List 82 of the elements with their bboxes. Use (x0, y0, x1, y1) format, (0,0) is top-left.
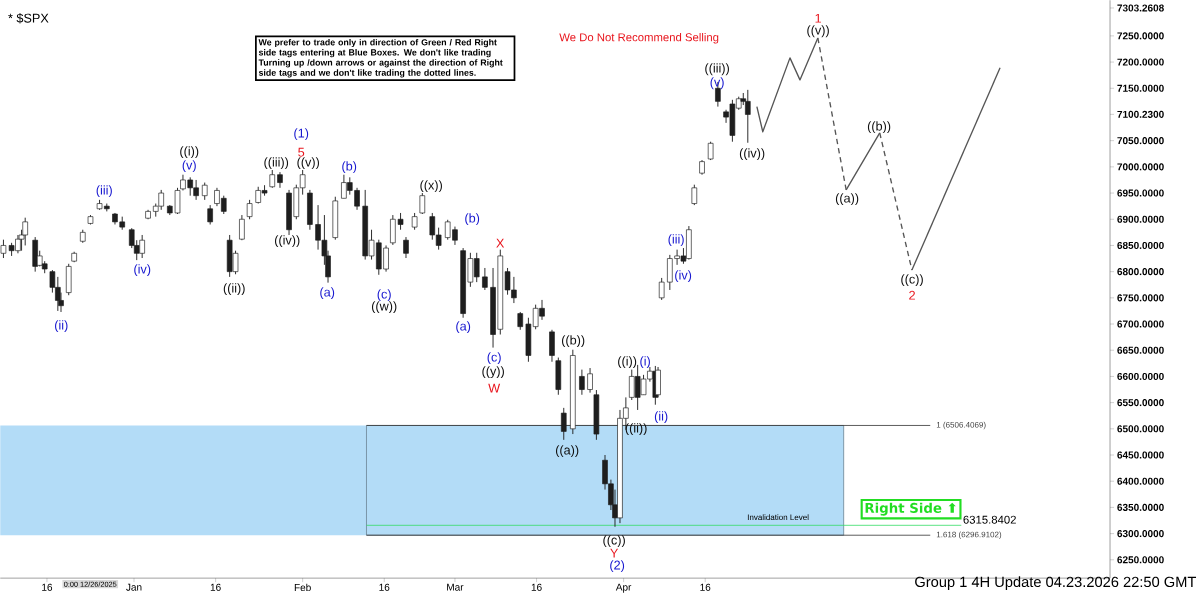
y-tick-label: 7000.0000 (1117, 163, 1164, 171)
annotation: (ii) (654, 411, 668, 423)
annotation: ((ii)) (223, 283, 245, 296)
x-tick-label: 16 (379, 583, 390, 591)
y-tick-label: 6750.0000 (1117, 294, 1164, 302)
x-tick-label: 16 (210, 583, 221, 591)
annotation: ((iv)) (274, 235, 300, 248)
annotation: ((a)) (555, 445, 579, 457)
annotation: (iv) (675, 270, 692, 283)
x-tick-label: Feb (294, 583, 311, 592)
annotation: ((a)) (835, 193, 859, 206)
y-tick-label: 6600.0000 (1117, 372, 1164, 380)
annotation: Y (610, 548, 619, 558)
annotation: ((iii)) (264, 157, 289, 170)
y-tick-label: 6950.0000 (1117, 189, 1164, 197)
y-tick-label: 6800.0000 (1117, 268, 1164, 276)
annotation: We Do Not Recommend Selling (559, 32, 719, 44)
x-tick-label: Mar (447, 583, 464, 591)
y-tick-label: 6900.0000 (1117, 215, 1164, 223)
ref-line-label: 6315.8402 (963, 515, 1016, 524)
annotation: (a) (456, 321, 471, 334)
y-tick-label: 6350.0000 (1117, 503, 1164, 511)
annotation: 1 (815, 13, 821, 23)
x-tick-label: Jan (126, 583, 142, 591)
y-tick-label: 7050.0000 (1117, 137, 1164, 145)
annotation: (v) (710, 77, 724, 90)
text: * $SPX (8, 13, 49, 24)
annotation: (iii) (668, 234, 684, 247)
annotation: ((b)) (867, 121, 891, 134)
annotation: ((y)) (482, 366, 504, 379)
annotation: We prefer to trade only in direction of Green / Red Right side tags entering at Blue Boxes. We don't like trading Turning up /down arrows or against the direction of Right side tags and we don't like trading the dotted lines. (258, 38, 503, 78)
x-tick-label: Apr (615, 583, 632, 593)
annotation: ((i)) (618, 356, 637, 368)
y-tick-label: 6850.0000 (1117, 241, 1164, 249)
annotation: ((v)) (297, 157, 320, 170)
y-tick-label: 6400.0000 (1117, 477, 1164, 485)
y-tick-label: 7150.0000 (1117, 84, 1164, 92)
annotation: (1) (294, 128, 309, 141)
y-tick-label: 6300.0000 (1117, 529, 1164, 538)
y-tick-label: 6250.0000 (1117, 556, 1164, 564)
annotation: Group 1 4H Update 04.23.2026 22:50 GMT (915, 576, 1197, 590)
annotation: 2 (909, 290, 915, 300)
x-tick-label: 16 (700, 583, 711, 591)
annotation: (a) (320, 287, 335, 300)
y-tick-label: 6700.0000 (1117, 320, 1164, 328)
ref-line-label: 1.618 (6296.9102) (936, 531, 1002, 539)
annotation: (c) (487, 352, 501, 365)
annotation: ((c)) (603, 535, 625, 547)
annotation: ((iii)) (705, 63, 729, 76)
annotation: (b) (465, 213, 480, 226)
annotation: (ii) (55, 320, 68, 333)
annotation: ((ii)) (625, 423, 647, 435)
annotation: (iv) (134, 264, 151, 277)
ref-line-label: 1 (6506.4069) (936, 421, 986, 430)
annotation: (c) (377, 289, 391, 302)
annotation: ((b)) (561, 335, 585, 348)
y-tick-label: 7250.0000 (1117, 32, 1164, 40)
x-tick-label: 16 (42, 583, 53, 591)
y-tick-label: 6500.0000 (1117, 425, 1164, 433)
annotation: ((c)) (901, 274, 923, 287)
y-tick-label: 7100.2300 (1117, 110, 1164, 118)
y-tick-label: 6450.0000 (1117, 451, 1164, 459)
annotation: Invalidation Level (747, 514, 809, 521)
annotation: ((iv)) (739, 148, 765, 161)
annotation: X (496, 238, 505, 248)
y-tick-label: 7200.0000 (1117, 58, 1164, 66)
annotation: (2) (610, 560, 625, 572)
y-tick-label: 6650.0000 (1117, 346, 1164, 354)
annotation: W (488, 383, 501, 393)
annotation: (v) (182, 160, 196, 173)
y-tick-label: 7303.2608 (1117, 4, 1164, 12)
y-tick-label: 6550.0000 (1117, 399, 1164, 407)
annotation: Right Side ⬆ (865, 502, 956, 516)
annotation: 5 (298, 147, 305, 157)
annotation: ((v)) (807, 25, 829, 38)
annotation: (b) (342, 161, 357, 174)
x-tick-label: 16 (531, 583, 542, 591)
annotation: ((w)) (371, 301, 397, 314)
annotation: ((x)) (420, 180, 442, 193)
annotation: ((i)) (180, 146, 199, 159)
annotation: (i) (640, 356, 650, 368)
annotation: (iii) (96, 185, 112, 198)
